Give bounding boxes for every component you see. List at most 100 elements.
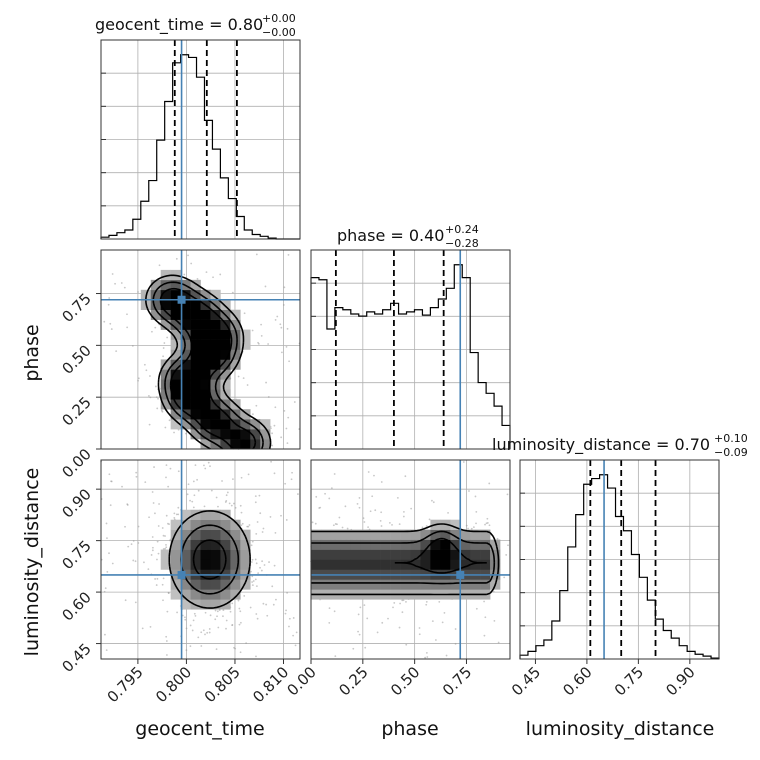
- density-cell: [350, 529, 362, 540]
- scatter-point: [288, 617, 291, 620]
- density-cell: [210, 519, 221, 530]
- scatter-point: [314, 522, 317, 525]
- scatter-point: [120, 282, 123, 284]
- scatter-point: [162, 534, 165, 537]
- scatter-point: [332, 524, 335, 527]
- density-cell: [230, 309, 241, 320]
- density-cell: [400, 579, 411, 590]
- scatter-point: [106, 537, 108, 540]
- density-cell: [440, 579, 451, 590]
- density-cell: [190, 379, 201, 390]
- density-cell: [430, 549, 441, 560]
- scatter-point: [161, 583, 164, 586]
- scatter-point: [165, 546, 168, 549]
- scatter-point: [173, 512, 176, 515]
- scatter-point: [232, 478, 234, 480]
- scatter-point: [151, 491, 154, 493]
- scatter-point: [391, 523, 393, 526]
- scatter-point: [247, 473, 250, 476]
- scatter-point: [381, 621, 384, 624]
- scatter-point: [475, 522, 477, 525]
- scatter-point: [224, 501, 227, 503]
- yticks-luminosity_distance: 0.45 0.60 0.75 0.90: [58, 485, 101, 676]
- contours: [311, 523, 500, 596]
- ytick-label: 0.75: [58, 537, 94, 573]
- scatter-point: [286, 442, 289, 445]
- scatter-point: [393, 602, 396, 604]
- scatter-point: [164, 426, 167, 429]
- scatter-point: [106, 570, 109, 573]
- density-cell: [210, 599, 221, 610]
- density-cell: [200, 379, 211, 390]
- scatter-point: [251, 575, 254, 578]
- density-cell: [360, 559, 371, 570]
- density-cell: [180, 409, 191, 420]
- xtick-label: 0.805: [201, 663, 244, 706]
- density-cell: [190, 519, 201, 530]
- histogram-phase: [310, 264, 511, 449]
- scatter-point: [251, 584, 254, 587]
- xtick-label: 0.75: [611, 663, 647, 699]
- scatter-point: [231, 291, 234, 294]
- scatter-point: [243, 595, 246, 597]
- scatter-point: [124, 525, 126, 528]
- density-cell: [480, 559, 491, 570]
- scatter-point: [190, 262, 193, 265]
- density-cell: [170, 399, 181, 410]
- density-cell: [220, 439, 231, 450]
- density-cell: [210, 329, 221, 340]
- density-cell: [180, 359, 191, 370]
- density-cell: [490, 539, 501, 550]
- scatter-point: [275, 598, 277, 601]
- density-cell: [160, 559, 171, 570]
- scatter-point: [262, 527, 265, 530]
- scatter-point: [132, 559, 135, 562]
- scatter-point: [401, 611, 404, 614]
- contour-level-0: [145, 274, 272, 450]
- density-cell: [410, 579, 421, 590]
- density-cell: [450, 539, 461, 550]
- density-cell: [430, 539, 441, 550]
- density-cell: [150, 289, 161, 301]
- density-cell: [190, 509, 201, 520]
- scatter-point: [288, 360, 291, 363]
- scatter-point: [261, 560, 264, 563]
- scatter-point: [503, 576, 506, 579]
- scatter-point: [154, 385, 157, 388]
- scatter-point: [271, 444, 274, 447]
- scatter-point: [233, 502, 235, 505]
- density-cell: [480, 539, 491, 550]
- density-cells: [140, 269, 271, 450]
- scatter-point: [295, 631, 298, 634]
- density-cell: [210, 549, 221, 560]
- scatter-point: [191, 500, 194, 503]
- density-cell: [210, 409, 221, 420]
- scatter-point: [242, 377, 245, 380]
- scatter-point: [497, 641, 500, 644]
- scatter-point: [396, 496, 399, 499]
- scatter-point: [341, 526, 344, 529]
- scatter-point: [162, 548, 165, 550]
- density-cell: [220, 329, 231, 340]
- scatter-point: [177, 470, 180, 473]
- scatter-point: [202, 629, 205, 632]
- scatter-point: [187, 254, 189, 257]
- density-cell: [170, 329, 181, 340]
- density-cell: [370, 529, 381, 540]
- scatter-point: [134, 560, 137, 563]
- density-cell: [230, 339, 241, 350]
- scatter-point: [234, 506, 237, 509]
- xtick-label: 0.800: [152, 663, 195, 706]
- density-cell: [170, 389, 181, 400]
- title-geocent-time-plus: +0.00: [262, 12, 296, 25]
- density-cell: [170, 319, 181, 330]
- scatter-point: [286, 327, 289, 330]
- density-cell: [190, 289, 201, 301]
- title-phase: phase = 0.40 +0.24 −0.28: [337, 223, 479, 250]
- density-cell: [430, 529, 441, 540]
- density-cell: [200, 399, 211, 410]
- density-cell: [180, 599, 191, 610]
- xtick-label: 0.90: [662, 663, 698, 699]
- scatter-point: [162, 347, 165, 349]
- scatter-point: [218, 609, 221, 611]
